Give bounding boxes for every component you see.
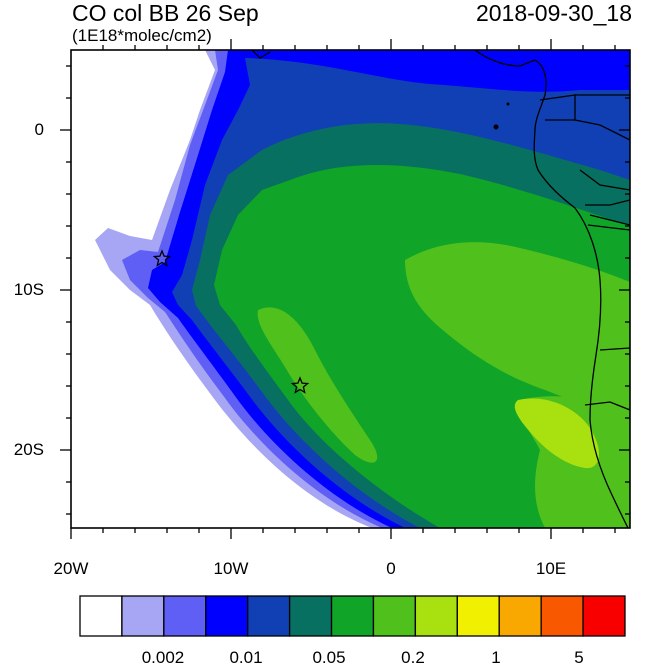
star-marker-south: [290, 376, 310, 394]
colorbar-swatch: [247, 595, 291, 637]
colorbar-label: 1: [491, 648, 501, 667]
coastline: [251, 50, 630, 528]
colorbar-swatch: [414, 595, 458, 637]
lon-label-20w: 20W: [53, 559, 89, 578]
colorbar-swatch: [456, 595, 500, 637]
lon-label-0: 0: [386, 559, 396, 578]
units-subtitle: (1E18*molec/cm2): [72, 26, 212, 45]
colorbar-swatch: [163, 595, 207, 637]
lon-label-10e: 10E: [535, 559, 567, 578]
lat-label-0: 0: [34, 120, 44, 139]
lon-label-10w: 10W: [213, 559, 249, 578]
map-title: CO col BB 26 Sep: [72, 0, 259, 26]
lat-label-10s: 10S: [13, 280, 44, 299]
colorbar-label: 5: [574, 648, 584, 667]
colorbar-label: 0.002: [141, 648, 185, 667]
island-dot: [506, 102, 510, 106]
map-frame: [70, 49, 631, 529]
island-dot: [493, 124, 499, 130]
colorbar-swatch: [121, 595, 165, 637]
co-column-field: [71, 50, 630, 528]
colorbar-swatch: [330, 595, 375, 637]
colorbar-label: 0.05: [312, 648, 346, 667]
colorbar-swatch: [79, 595, 123, 637]
colorbar-swatch: [288, 595, 333, 637]
lat-label-20s: 20S: [13, 440, 44, 459]
star-marker-northwest: [152, 249, 172, 267]
colorbar-swatch: [498, 595, 542, 637]
colorbar-swatch: [205, 595, 249, 637]
axis-ticks: [60, 39, 630, 539]
colorbar-swatch: [540, 595, 584, 637]
colorbar: [79, 595, 626, 637]
colorbar-label: 0.2: [401, 648, 425, 667]
timestamp: 2018-09-30_18: [475, 0, 632, 26]
colorbar-swatch: [582, 595, 626, 637]
colorbar-swatch: [372, 595, 417, 637]
colorbar-label: 0.01: [229, 648, 263, 667]
